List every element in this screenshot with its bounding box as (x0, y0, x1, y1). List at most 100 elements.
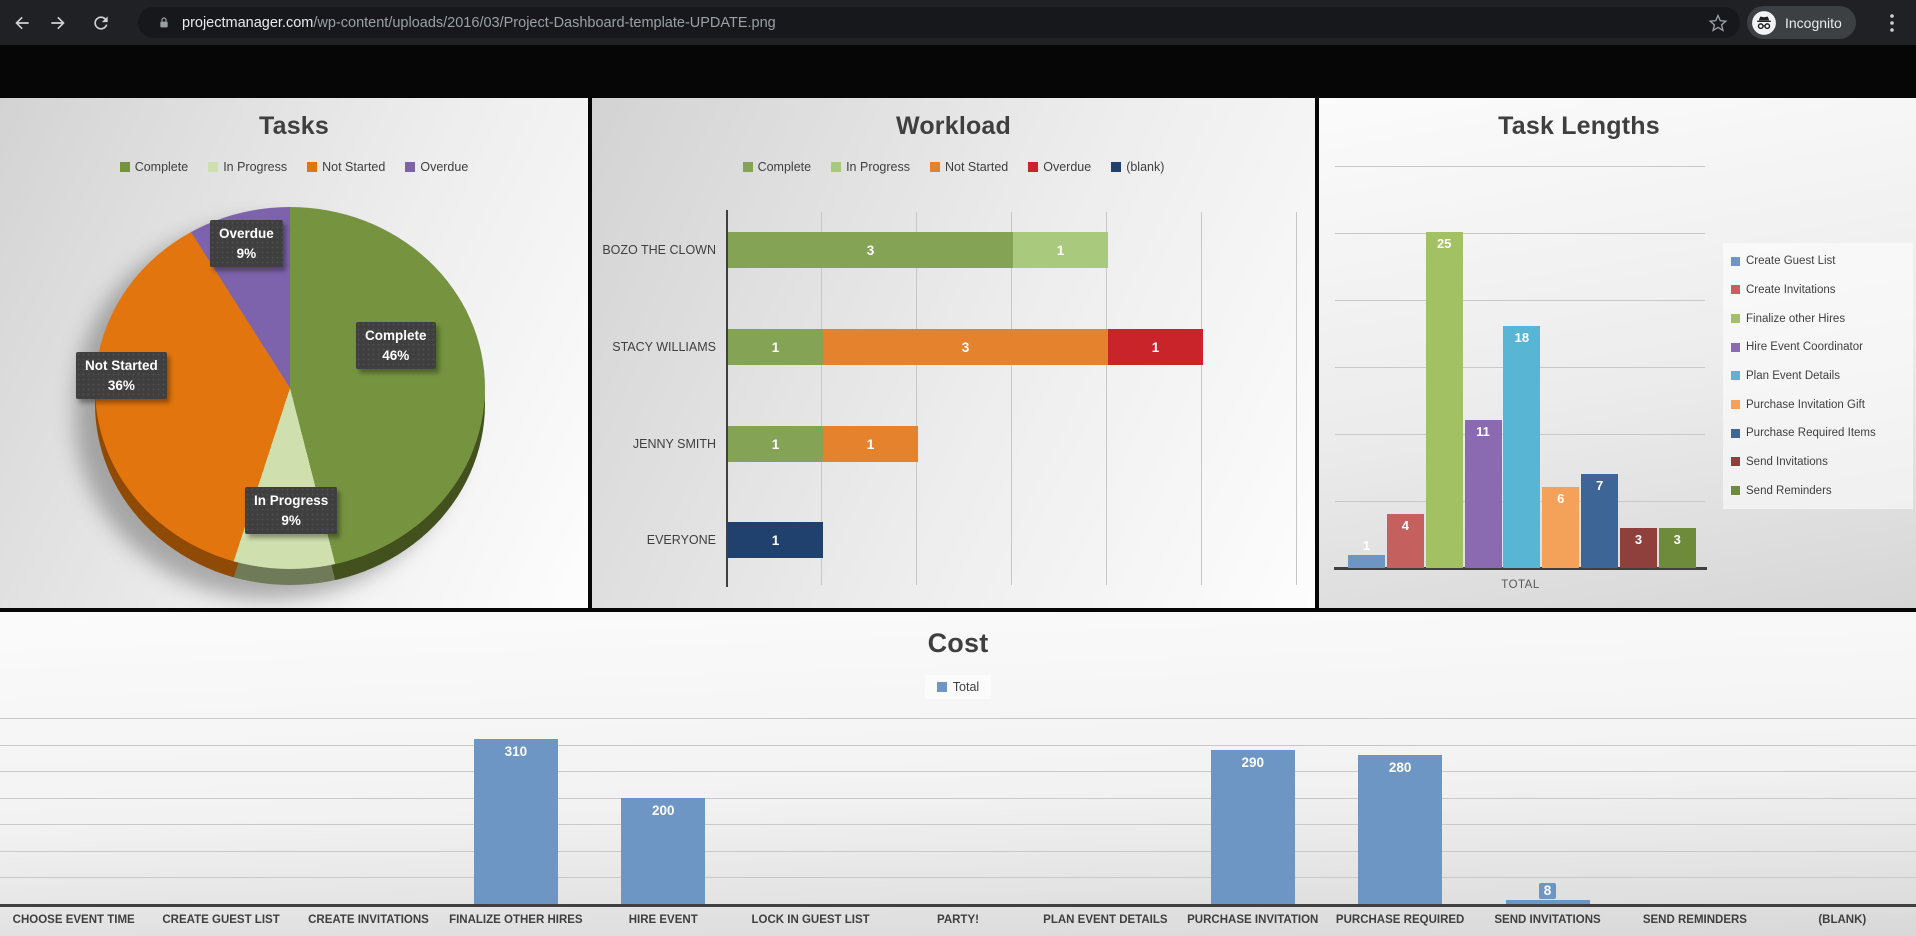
legend-swatch (1731, 428, 1740, 438)
cost-gridline (0, 824, 1916, 826)
forward-arrow-icon (51, 16, 65, 30)
task-lengths-bar (1464, 420, 1502, 568)
workload-bar-segment: 3 (823, 329, 1108, 365)
workload-legend: Complete In Progress Not Started Overdue (bl… (592, 160, 1315, 174)
total-legend-label: Total (952, 680, 980, 694)
cost-bar (1358, 755, 1443, 904)
legend-item: Complete (119, 160, 189, 174)
legend-item: Create Guest List (1731, 255, 1913, 267)
cost-bar (1505, 899, 1590, 904)
cost-bar-value: 280 (1388, 760, 1412, 776)
legend-item: Plan Event Details (1731, 370, 1913, 382)
legend-label: Overdue (420, 160, 469, 174)
legend-label: Overdue (1043, 160, 1092, 174)
task-lengths-bar (1619, 527, 1657, 568)
workload-gridline (1296, 212, 1297, 585)
task-lengths-gridline (1335, 233, 1705, 234)
cost-bar (473, 739, 558, 904)
back-arrow-icon (15, 16, 29, 30)
task-lengths-bar (1348, 554, 1385, 568)
legend-swatch (1731, 285, 1740, 295)
legend-label: Purchase Required Items (1746, 427, 1876, 440)
cost-title: Cost (927, 628, 989, 658)
workload-category-label: EVERYONE (646, 533, 716, 547)
task-lengths-bar-value: 3 (1634, 531, 1643, 547)
legend-swatch (405, 162, 416, 172)
workload-category-label: STACY WILLIAMS (612, 340, 716, 354)
task-lengths-title: Task Lengths (1498, 112, 1660, 140)
incognito-badge: Incognito (1747, 6, 1856, 39)
task-lengths-bar (1386, 514, 1424, 568)
legend-swatch (307, 162, 318, 172)
cost-category-label: CHOOSE EVENT TIME (12, 914, 135, 926)
legend-swatch (1731, 400, 1740, 410)
bookmark-star-icon[interactable] (1708, 13, 1728, 33)
cost-bar (621, 797, 706, 904)
cost-bar-value: 310 (504, 744, 528, 760)
task-lengths-bar (1581, 473, 1619, 568)
incognito-label: Incognito (1785, 14, 1842, 31)
workload-bar-row: 1 (728, 522, 823, 558)
workload-bar-segment: 1 (728, 426, 823, 462)
task-lengths-bar (1658, 527, 1696, 568)
legend-swatch (1731, 256, 1740, 266)
legend-item: Not Started (307, 160, 385, 174)
legend-swatch (930, 162, 940, 172)
legend-swatch (831, 162, 842, 172)
task-lengths-panel: Task Lengths 1 4 25 11 18 6 7 3 3 Create Guest L… (1319, 98, 1916, 608)
total-legend-swatch (936, 682, 947, 692)
lock-icon[interactable] (156, 15, 172, 31)
url-path: /wp-content/uploads/2016/03/Project-Dash… (313, 14, 776, 31)
legend-label: Complete (134, 160, 189, 174)
legend-swatch (1028, 162, 1039, 172)
tasks-title: Tasks (258, 112, 330, 140)
cost-category-label: PURCHASE REQUIRED (1335, 914, 1465, 926)
workload-category-label: JENNY SMITH (632, 437, 716, 451)
browser-menu-icon[interactable] (1880, 10, 1904, 36)
reload-button[interactable] (88, 10, 114, 36)
task-lengths-bar-value: 25 (1436, 236, 1452, 251)
cost-gridline (0, 797, 1916, 799)
workload-bar-segment: 3 (728, 232, 1013, 268)
task-lengths-bar-value: 1 (1362, 537, 1371, 553)
task-lengths-bar-value: 3 (1673, 531, 1681, 547)
legend-item: (blank) (1111, 160, 1164, 174)
forward-button[interactable] (45, 10, 71, 36)
cost-x-axis (0, 904, 1916, 907)
cost-gridline (0, 718, 1916, 719)
back-button[interactable] (9, 10, 35, 36)
legend-label: In Progress (223, 160, 288, 174)
legend-swatch (742, 162, 753, 172)
legend-label: Create Invitations (1746, 283, 1836, 296)
workload-title: Workload (895, 112, 1012, 140)
cost-category-label: CREATE INVITATIONS (308, 914, 429, 926)
legend-item: In Progress (208, 160, 287, 174)
cost-category-label: HIRE EVENT (628, 914, 698, 926)
legend-swatch (1731, 486, 1740, 496)
legend-swatch (119, 162, 130, 172)
legend-item: Complete (742, 160, 811, 174)
legend-swatch (1731, 371, 1740, 381)
dashboard-image: Tasks Complete In Progress Not Started Over… (0, 45, 1916, 936)
address-bar[interactable]: projectmanager.com/wp-content/uploads/20… (138, 7, 1740, 38)
workload-bar-segment: 1 (823, 426, 918, 462)
legend-swatch (1731, 457, 1740, 467)
pie-label-not-started: Not Started 36% (76, 352, 167, 400)
legend-item: Send Invitations (1731, 456, 1913, 468)
task-lengths-bar (1425, 232, 1463, 568)
cost-category-label: PLAN EVENT DETAILS (1043, 914, 1168, 926)
tasks-panel: Tasks Complete In Progress Not Started Over… (0, 98, 588, 608)
cost-category-label: PARTY! (937, 914, 979, 926)
workload-chart: BOZO THE CLOWN 3 1 STACY WILLIAMS 1 3 1 JENNY S… (592, 98, 1315, 608)
cost-bar (1210, 749, 1295, 904)
legend-item: Purchase Required Items (1731, 427, 1913, 439)
task-lengths-bar-value: 4 (1401, 518, 1409, 534)
cost-gridline (0, 877, 1916, 879)
legend-swatch (1731, 314, 1740, 324)
cost-gridline (0, 850, 1916, 852)
cost-category-label: (BLANK) (1818, 914, 1867, 926)
cost-category-label: LOCK IN GUEST LIST (751, 914, 870, 926)
legend-label: Send Reminders (1746, 484, 1832, 497)
